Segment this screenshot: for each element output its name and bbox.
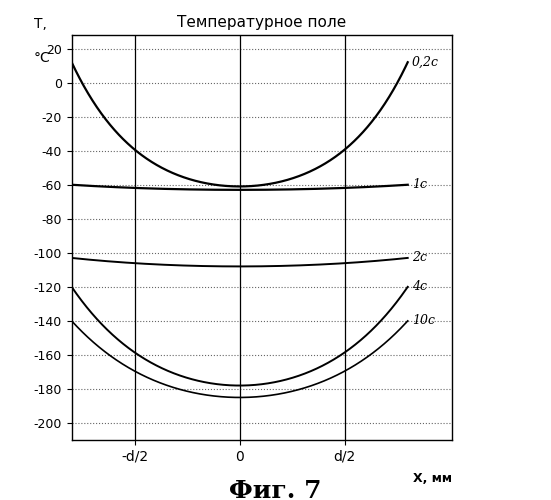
Text: X, мм: X, мм <box>413 472 452 486</box>
Text: 1c: 1c <box>412 178 427 191</box>
Text: 0,2c: 0,2c <box>412 56 439 68</box>
Text: 2c: 2c <box>412 252 427 264</box>
Title: Температурное поле: Температурное поле <box>177 14 347 30</box>
Text: T,: T, <box>34 17 46 31</box>
Text: °C: °C <box>34 51 50 65</box>
Text: 10c: 10c <box>412 314 435 328</box>
Text: Фиг. 7: Фиг. 7 <box>229 478 322 500</box>
Text: 4c: 4c <box>412 280 427 293</box>
